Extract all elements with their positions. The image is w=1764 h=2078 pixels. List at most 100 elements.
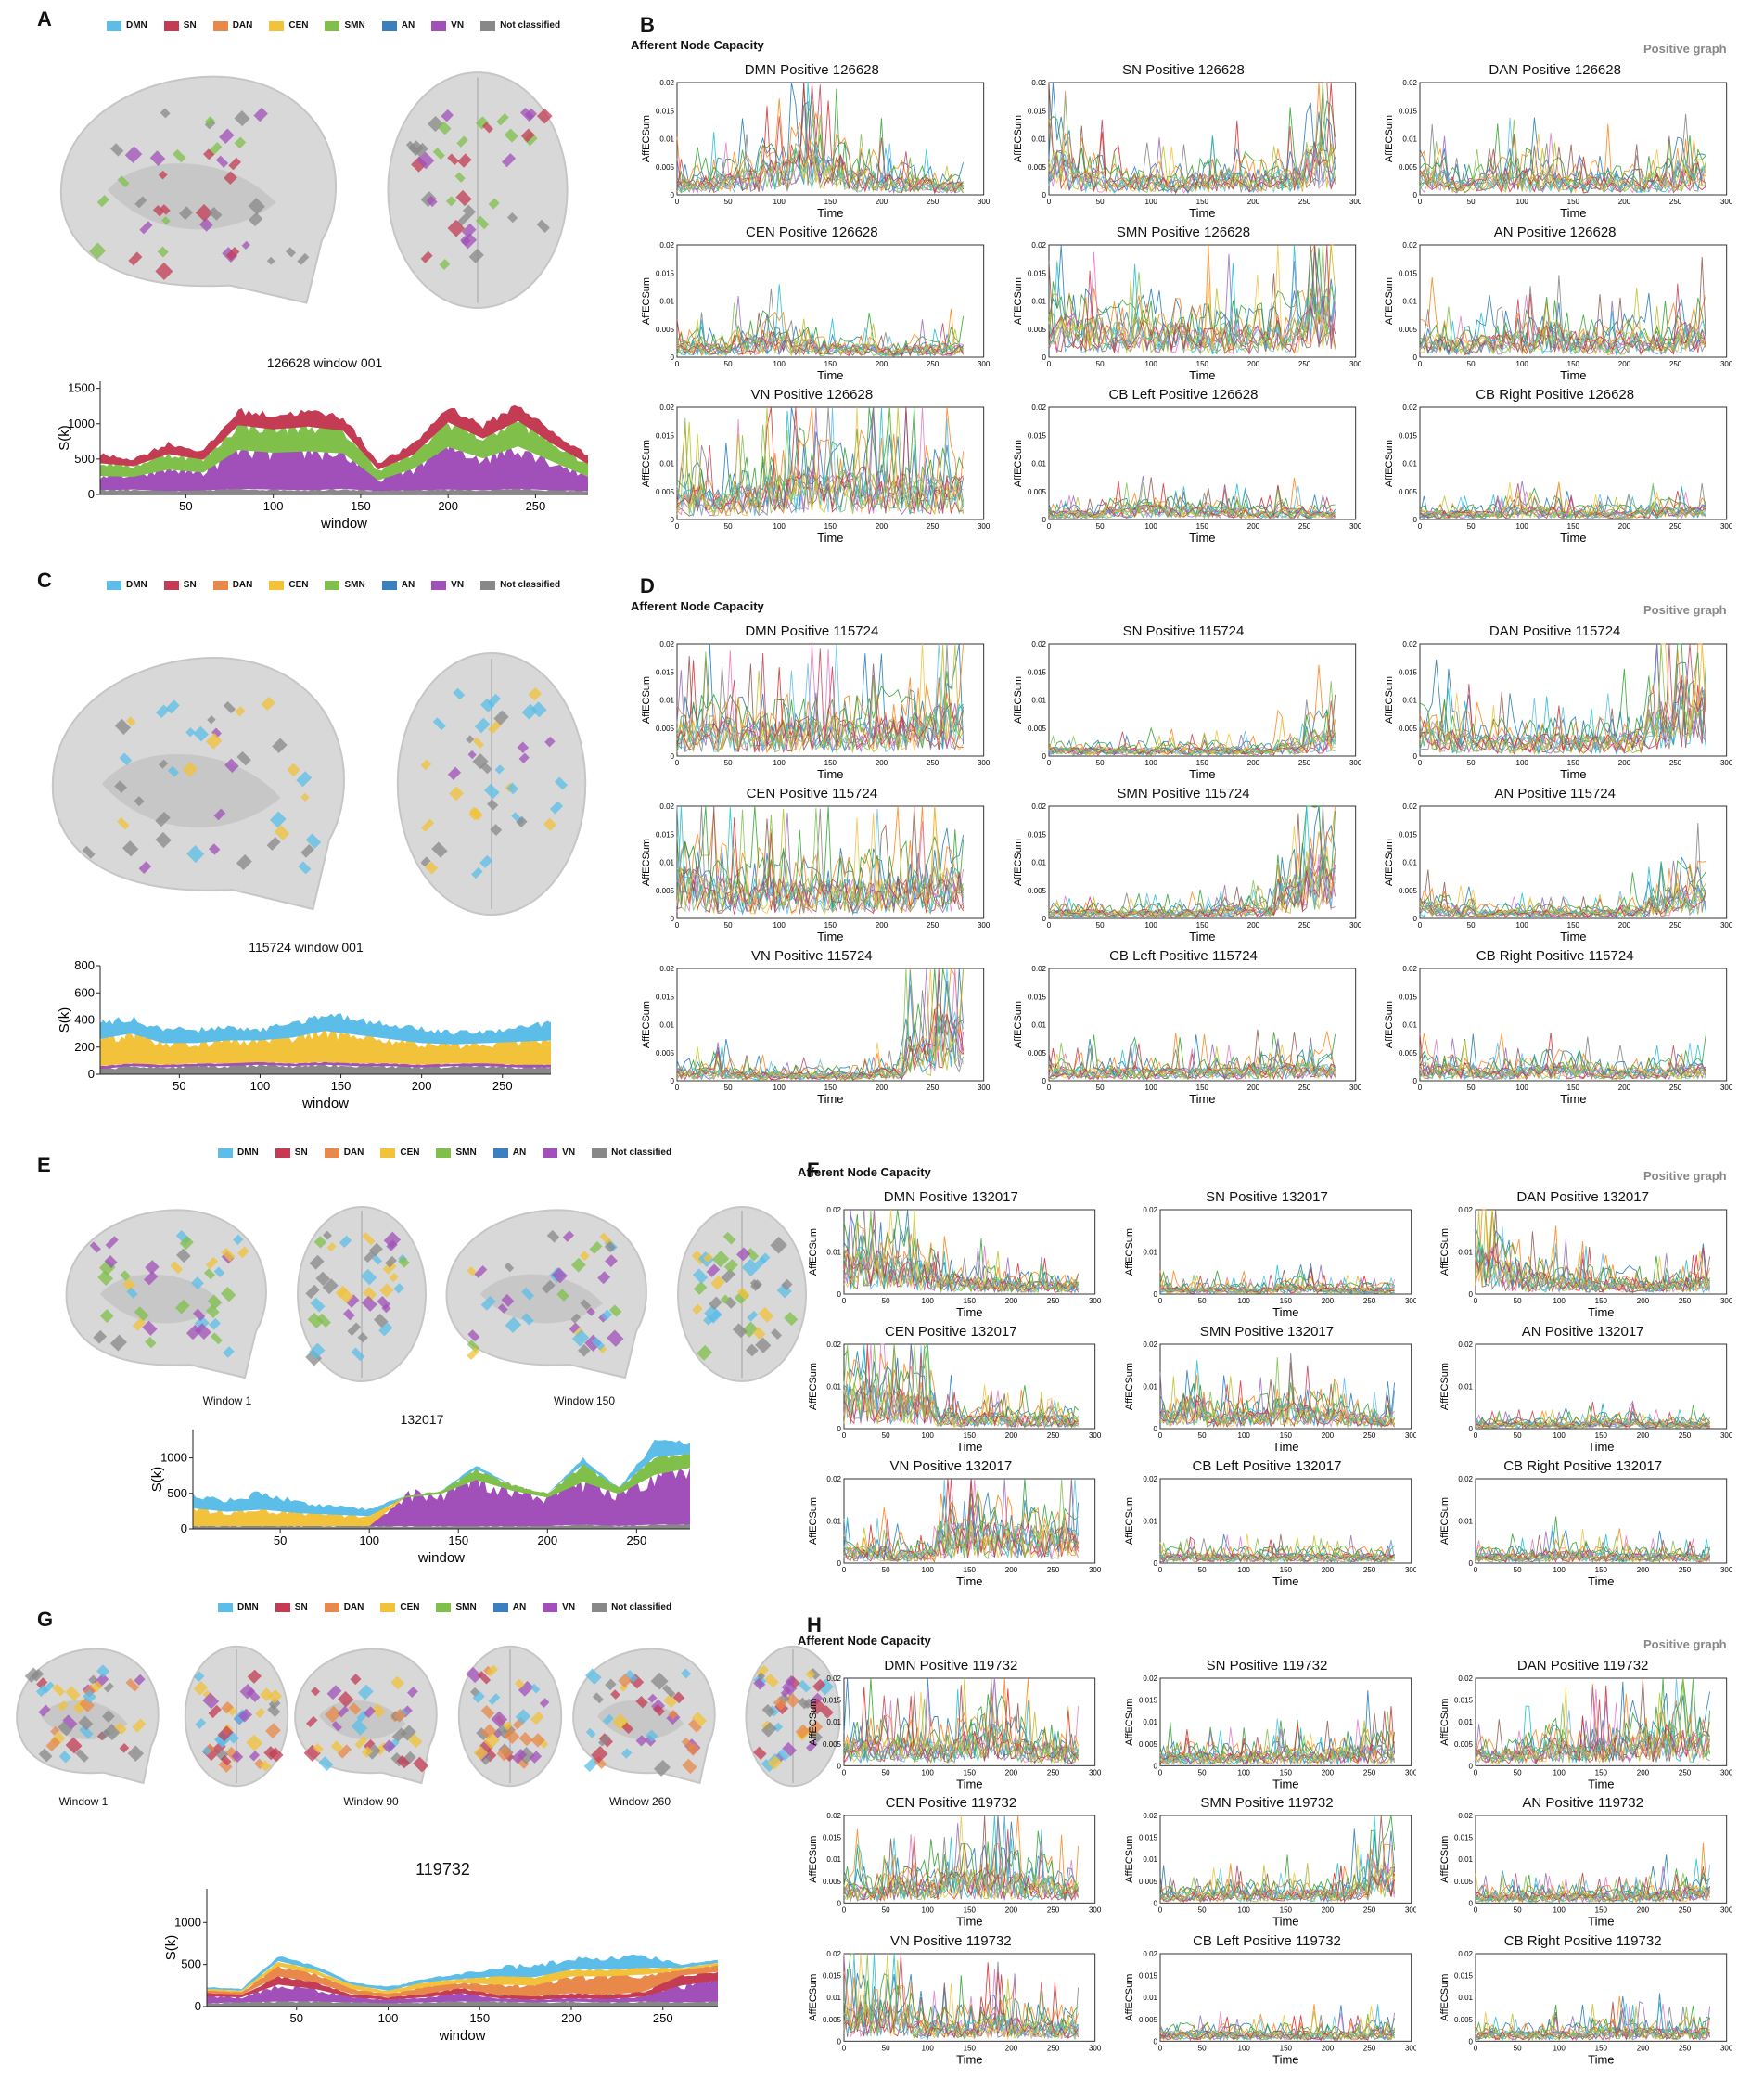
y-tick-label: 0.005 (823, 2015, 842, 2023)
series-line (1048, 501, 1336, 520)
y-tick-label: 0.01 (659, 697, 674, 705)
series-line (843, 1953, 1079, 2040)
y-tick-label: 0.005 (656, 887, 675, 895)
legend-item: AN (381, 20, 415, 31)
series-line (1420, 485, 1707, 520)
brain-render-sag (51, 657, 345, 911)
y-tick-label: 0.01 (1143, 1249, 1157, 1257)
y-tick-label: 0.01 (1403, 460, 1418, 468)
brain-render-sag (16, 1648, 160, 1785)
x-tick-label: 100 (1237, 1566, 1250, 1574)
series-line (1159, 1275, 1395, 1295)
y-axis-label: AffECSum (1384, 676, 1395, 724)
legend-label: AN (401, 20, 415, 31)
x-tick-label: 50 (1095, 198, 1104, 206)
y-tick-label: 0.005 (1028, 1049, 1047, 1058)
y-tick-label: 0.005 (1454, 1740, 1474, 1749)
x-tick-label: 200 (1618, 921, 1631, 930)
series-line (1420, 481, 1707, 520)
series-line (1159, 1734, 1395, 1765)
x-tick-label: 100 (1516, 1084, 1529, 1092)
x-tick-label: 50 (882, 2044, 890, 2052)
legend-label: SN (294, 1148, 308, 1158)
x-tick-label: 100 (922, 1297, 935, 1305)
y-tick-label: 0 (1413, 516, 1418, 524)
legend-item: VN (543, 1602, 575, 1612)
series-line (1420, 113, 1707, 195)
x-tick-label: 150 (1595, 1297, 1608, 1305)
legend-swatch (480, 20, 496, 31)
series-line (676, 808, 965, 914)
x-tick-label: 100 (1553, 1566, 1566, 1574)
series-line (676, 406, 964, 515)
x-tick-label: 300 (1089, 1431, 1101, 1440)
x-tick-label: 0 (1474, 1431, 1478, 1440)
y-axis-label: S(k) (149, 1467, 165, 1493)
series-line (843, 1722, 1080, 1764)
legend-swatch (436, 1602, 452, 1612)
x-axis-label: window (301, 1096, 349, 1111)
subplot-title: CB Right Positive 119732 (1503, 1932, 1662, 1949)
x-tick-label: 150 (1195, 921, 1208, 930)
x-tick-label: 150 (1195, 759, 1208, 767)
x-tick-label: 250 (1363, 1768, 1376, 1777)
series-line (676, 643, 964, 753)
x-tick-label: 150 (1567, 1084, 1580, 1092)
x-tick-label: 0 (1474, 1566, 1478, 1574)
x-tick-label: 200 (1618, 360, 1631, 368)
y-tick-label: 0.005 (1399, 725, 1418, 733)
x-tick-label: 250 (1298, 1084, 1311, 1092)
y-tick-label: 0 (1042, 1077, 1046, 1085)
x-tick-label: 200 (1005, 1566, 1018, 1574)
x-tick-label: 200 (1321, 1566, 1334, 1574)
y-tick-label: 0.01 (659, 135, 674, 144)
series-line (1048, 244, 1336, 355)
x-tick-label: 300 (1720, 2044, 1732, 2052)
x-tick-label: 100 (1144, 759, 1157, 767)
subplot-line-chart: 0 50 100 150 200 250 300 0 0.005 0.01 0.015 0.02 Tim… (641, 965, 990, 1106)
y-tick-label: 0.015 (1399, 431, 1418, 440)
x-tick-label: 150 (1279, 1431, 1292, 1440)
series-line (1476, 1411, 1710, 1429)
area-series-cen (193, 1468, 690, 1526)
series-line (1420, 287, 1707, 356)
grid-note: Positive graph (1643, 1637, 1727, 1651)
series-line (1159, 1398, 1395, 1429)
y-axis-label: AffECSum (1439, 1363, 1451, 1410)
series-line (1048, 851, 1336, 918)
figure-section: C D DMN SN DAN CEN SMN AN VN Not classified 115724… (0, 561, 1764, 1118)
x-axis-label: Time (1560, 531, 1586, 545)
series-line (1159, 1534, 1395, 1563)
y-tick-label: 0.02 (1031, 241, 1046, 250)
x-tick-label: 300 (1089, 1906, 1101, 1915)
area-series-vn (100, 439, 588, 492)
y-tick-label: 0 (671, 353, 675, 362)
y-tick-label: 0.015 (1399, 269, 1418, 277)
x-tick-label: 250 (526, 499, 546, 513)
subplot-title: CB Right Positive 132017 (1503, 1458, 1663, 1474)
legend-item: VN (431, 20, 464, 31)
x-tick-label: 100 (1237, 1431, 1250, 1440)
subplot-line-chart: 0 50 100 150 200 250 300 0 0.005 0.01 0.015 0.02 Tim… (1013, 965, 1361, 1106)
series-line (1476, 2006, 1711, 2041)
x-tick-label: 250 (927, 921, 940, 930)
y-tick-label: 0 (837, 2037, 842, 2046)
legend-label: CEN (400, 1148, 420, 1158)
legend-swatch (431, 20, 447, 31)
subplot-title: DAN Positive 119732 (1516, 1658, 1649, 1674)
subplot-title: CB Right Positive 115724 (1476, 948, 1634, 964)
y-tick-label: 0.01 (826, 1249, 841, 1257)
subplot-title: AN Positive 126628 (1493, 224, 1617, 240)
x-tick-label: 300 (978, 921, 990, 930)
x-tick-label: 300 (1720, 1297, 1732, 1305)
x-tick-label: 150 (1279, 2044, 1292, 2052)
x-tick-label: 200 (1005, 1906, 1018, 1915)
subplot-line-chart: 0 50 100 150 200 250 300 0 0.01 0.02 Time AffECSum (1439, 1475, 1732, 1588)
series-line (1048, 484, 1336, 520)
y-tick-label: 0.005 (656, 1049, 675, 1058)
y-tick-label: 0 (88, 1067, 95, 1081)
y-tick-label: 1000 (68, 417, 95, 430)
y-axis-label: AffECSum (1384, 440, 1395, 487)
series-line (1420, 485, 1707, 520)
x-tick-label: 250 (1363, 1566, 1376, 1574)
